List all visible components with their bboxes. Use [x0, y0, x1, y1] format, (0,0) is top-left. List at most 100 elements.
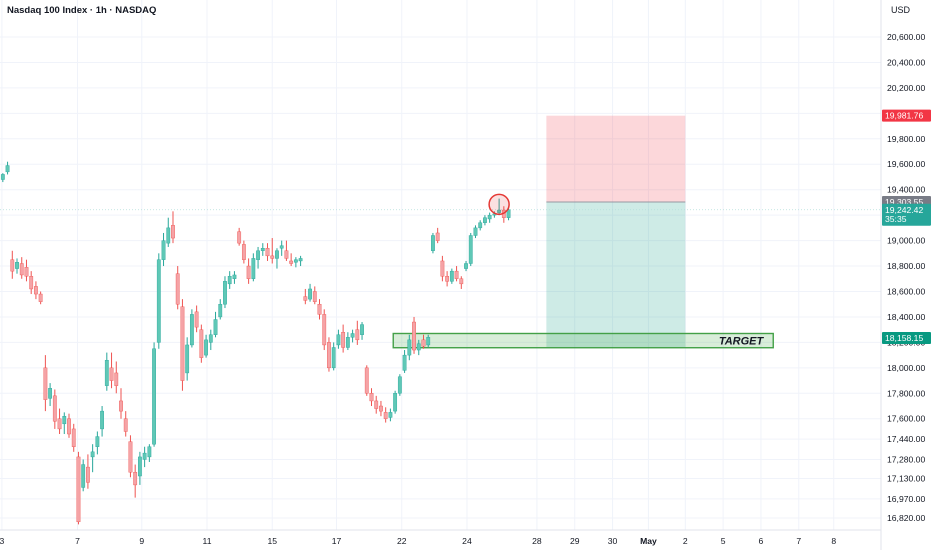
candle-body — [331, 347, 336, 369]
candle-down — [322, 309, 327, 351]
candle-up — [397, 374, 402, 396]
candle-body — [483, 217, 487, 223]
candle-body — [270, 255, 275, 259]
candle-up — [100, 406, 104, 437]
candle-down — [199, 324, 204, 363]
candle-body — [147, 446, 152, 458]
candle-body — [289, 260, 294, 264]
candle-body — [171, 225, 175, 239]
candle-down — [114, 361, 119, 394]
candle-body — [246, 265, 251, 279]
candle-down — [29, 271, 34, 295]
candle-down — [435, 227, 440, 244]
candle-down — [19, 257, 24, 279]
last-price-tag: 19,242.42 — [885, 205, 923, 215]
candle-body — [104, 360, 109, 386]
candle-up — [223, 276, 227, 309]
candle-down — [109, 352, 114, 389]
time-axis[interactable]: 3 7 9 11 15 17 22 24 28 29 30 May 2 5 6 7 8 — [0, 529, 881, 546]
candle-up — [487, 212, 492, 223]
candle-down — [86, 454, 90, 489]
x-tick-label: 15 — [267, 536, 277, 546]
x-tick-label: 2 — [683, 536, 688, 546]
candle-body — [10, 259, 15, 272]
stop-price-tag: 19,981.76 — [885, 111, 923, 121]
candle-body — [161, 240, 166, 260]
candle-up — [256, 246, 260, 269]
candle-up — [0, 173, 5, 183]
candle-body — [194, 311, 199, 328]
candle-body — [128, 441, 133, 473]
candle-body — [133, 471, 138, 486]
candle-body — [397, 376, 402, 394]
x-tick-label: 11 — [203, 536, 212, 546]
candle-body — [34, 286, 38, 295]
candle-body — [138, 456, 142, 477]
x-tick-label: 29 — [570, 536, 580, 546]
x-tick-label: 6 — [759, 536, 764, 546]
y-tick-label: 17,800.00 — [887, 388, 925, 398]
candle-body — [38, 293, 43, 302]
candle-body — [5, 165, 10, 173]
y-tick-label: 20,600.00 — [887, 32, 925, 42]
symbol-title[interactable]: Nasdaq 100 Index · 1h · NASDAQ — [7, 5, 157, 16]
x-tick-label: 9 — [139, 536, 144, 546]
target-price-tag: 18,158.15 — [885, 333, 923, 343]
candles-layer — [0, 161, 511, 525]
y-tick-label: 17,600.00 — [887, 414, 925, 424]
candle-up — [213, 311, 218, 338]
candle-body — [393, 393, 398, 412]
candle-up — [478, 220, 483, 231]
candle-body — [364, 367, 369, 394]
price-axis[interactable]: 16,820.00 16,970.00 17,130.00 17,280.00 17,4… — [880, 0, 932, 550]
target-zone — [392, 332, 774, 349]
candle-body — [213, 319, 218, 335]
candle-down — [180, 299, 185, 391]
candle-body — [341, 332, 346, 348]
candle-down — [38, 291, 43, 305]
candle-down — [383, 407, 388, 423]
currency-label[interactable]: USD — [891, 5, 911, 15]
candle-body — [327, 342, 331, 369]
candle-body — [416, 343, 421, 351]
candle-down — [355, 320, 360, 345]
candle-up — [336, 329, 341, 349]
x-tick-label: 17 — [332, 536, 342, 546]
y-tick-label: 16,820.00 — [887, 513, 925, 523]
candle-body — [459, 278, 464, 285]
candle-up — [279, 240, 284, 256]
candle-up — [152, 342, 156, 447]
y-tick-label: 19,000.00 — [887, 236, 925, 246]
candle-down — [171, 211, 175, 244]
candle-down — [374, 395, 379, 414]
highlight-circle — [488, 193, 510, 216]
candle-body — [454, 270, 459, 279]
candle-body — [312, 291, 317, 302]
x-tick-label: 30 — [608, 536, 618, 546]
candle-down — [317, 299, 322, 320]
y-tick-label: 19,600.00 — [887, 159, 925, 169]
candle-up — [402, 350, 407, 373]
candle-body — [275, 250, 279, 259]
candle-body — [336, 334, 341, 346]
candle-body — [119, 400, 123, 412]
candle-up — [95, 431, 100, 455]
y-tick-label: 17,280.00 — [887, 454, 925, 464]
candle-up — [48, 383, 52, 407]
candle-body — [293, 259, 298, 263]
candle-down — [76, 451, 81, 525]
candle-body — [223, 281, 227, 305]
candle-down — [379, 400, 383, 417]
candle-up — [81, 459, 86, 492]
candle-down — [133, 464, 138, 498]
y-tick-label: 18,800.00 — [887, 261, 925, 271]
candle-body — [142, 452, 147, 460]
candle-up — [298, 255, 303, 267]
candle-body — [360, 324, 364, 335]
candle-down — [265, 243, 270, 261]
candle-down — [312, 286, 317, 305]
overlay-layer — [488, 193, 510, 216]
candle-body — [199, 329, 204, 358]
candle-down — [67, 413, 71, 438]
